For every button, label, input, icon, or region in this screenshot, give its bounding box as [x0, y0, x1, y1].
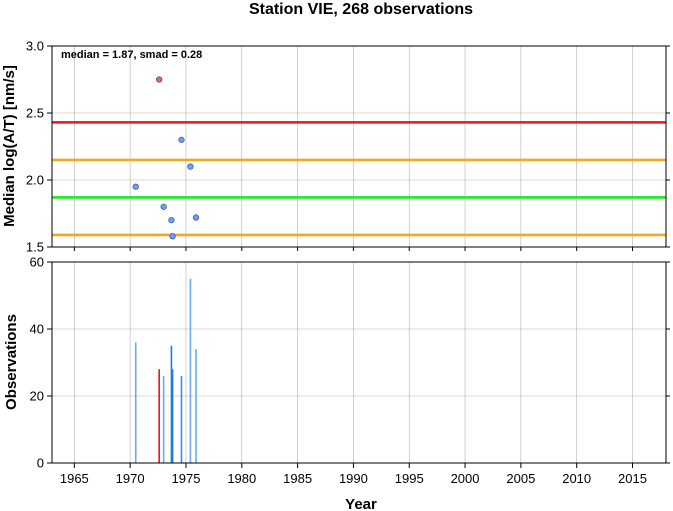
observation-bars: [134, 278, 197, 463]
x-tick-label: 1995: [395, 471, 424, 486]
median-y-tick-label: 2.5: [26, 106, 44, 121]
year-x-ticks: 1965 1970 1975 1980 1985 1990 1995 2000 2005 2010…: [60, 247, 647, 486]
data-point: [168, 217, 175, 224]
median-y-axis-label: Median log(A/T) [nm/s]: [1, 65, 18, 227]
median-y-tick-label: 2.0: [26, 173, 44, 188]
data-point: [192, 214, 200, 221]
median-y-ticks: 1.5 2.0 2.5 3.0: [26, 39, 670, 255]
x-tick-label: 2015: [618, 471, 647, 486]
year-x-axis-label: Year: [345, 496, 377, 511]
data-point: [132, 183, 139, 190]
median-reference-lines: [52, 121, 666, 237]
observations-y-tick-label: 20: [30, 389, 44, 404]
data-point: [178, 136, 185, 143]
observations-panel-background: [52, 262, 666, 463]
x-tick-label: 2010: [562, 471, 591, 486]
median-y-tick-label: 3.0: [26, 39, 44, 54]
observations-y-tick-label: 40: [30, 322, 44, 337]
median-panel-frame: [51, 45, 667, 248]
x-tick-label: 1975: [172, 471, 201, 486]
x-tick-label: 1970: [116, 471, 145, 486]
median-y-tick-label: 1.5: [26, 240, 44, 255]
observations-y-ticks: 0 20 40 60: [30, 255, 670, 471]
median-points: [132, 76, 200, 240]
median-panel-background: [52, 46, 666, 247]
x-tick-label: 2005: [506, 471, 535, 486]
data-point: [156, 76, 163, 83]
x-tick-label: 1990: [339, 471, 368, 486]
x-tick-label: 1980: [227, 471, 256, 486]
median-panel: 1.52.02.53.0 median = 1.87, smad = 0.28 …: [1, 39, 670, 255]
data-point: [160, 203, 167, 210]
x-tick-label: 1965: [60, 471, 89, 486]
median-smad-annotation: median = 1.87, smad = 0.28: [61, 49, 202, 61]
observations-y-axis-label: Observations: [3, 314, 20, 410]
observations-panel: 0 20 40 60 1965 1970 1975 1980 1985 1990 1995 2000…: [3, 247, 670, 511]
data-point: [187, 163, 194, 170]
x-tick-label: 2000: [451, 471, 480, 486]
observations-y-tick-label: 60: [30, 255, 44, 270]
observations-panel-frame: [51, 261, 667, 464]
x-tick-label: 1985: [283, 471, 312, 486]
observations-y-tick-label: 0: [37, 456, 44, 471]
data-point: [169, 233, 176, 240]
chart-title: Station VIE, 268 observations: [249, 1, 473, 18]
